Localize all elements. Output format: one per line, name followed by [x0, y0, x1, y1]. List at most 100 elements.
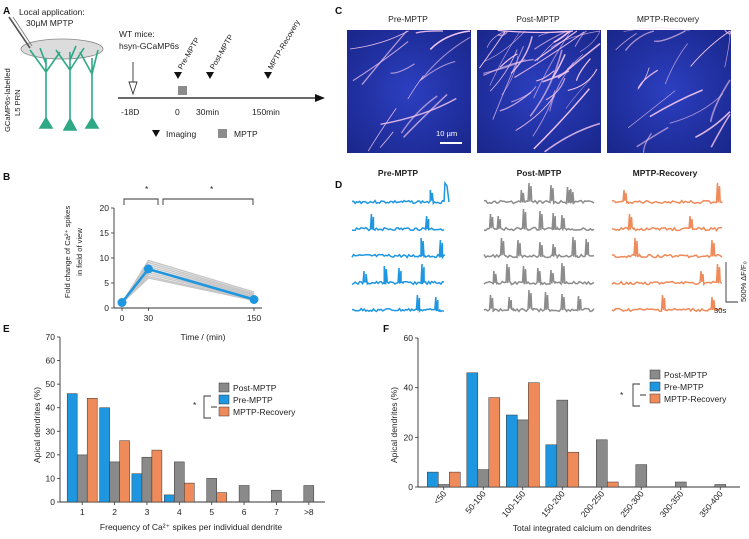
e-legend-bracket — [203, 395, 217, 419]
bar — [607, 481, 619, 488]
bar — [271, 489, 282, 503]
panel-c-label: C — [335, 6, 342, 17]
b-sig-2: * — [210, 184, 214, 194]
bar — [303, 485, 315, 503]
trace-recovery — [611, 182, 723, 205]
legend-label: MPTP-Recovery — [664, 394, 727, 404]
bar — [109, 461, 120, 503]
b-ytick-label: 0 — [104, 303, 109, 313]
dendrite-fiber — [400, 95, 438, 134]
e-chart: 0 10 20 30 40 50 60 70 1 2 3 4 5 6 7 >8 — [46, 332, 325, 517]
b-xtick-label: 150 — [247, 313, 261, 323]
bar-ytick-label: 0 — [408, 482, 413, 492]
micrograph-post — [477, 30, 601, 153]
dendrite-fiber — [536, 70, 555, 82]
trace-post — [483, 236, 594, 260]
trace-recovery — [611, 294, 723, 313]
side-label-line2: L5 PRN — [13, 89, 22, 116]
bar-ytick-label: 60 — [404, 333, 414, 343]
dendrite-fiber — [533, 30, 572, 99]
legend-mptp-icon — [218, 129, 227, 138]
dendrite-fiber — [545, 78, 566, 101]
trace-recovery — [611, 263, 723, 286]
b-ytick-label: 15 — [100, 228, 110, 238]
bar-xtick-label: 5 — [209, 507, 214, 517]
dendrite-fiber — [664, 43, 689, 85]
legend-label: Pre-MPTP — [664, 382, 704, 392]
panel-d-label: D — [335, 180, 342, 191]
dendrite-fiber — [483, 58, 526, 74]
b-sig-bracket-2 — [162, 198, 254, 205]
bar-xtick-label: 50-100 — [463, 489, 488, 516]
bar — [119, 440, 130, 503]
d-title-recovery: MPTP-Recovery — [633, 168, 698, 178]
bar — [184, 482, 195, 503]
dendrite-fiber — [636, 126, 669, 148]
bar-ytick-label: 50 — [46, 379, 56, 389]
bar — [174, 461, 185, 503]
dendrite-fiber — [615, 33, 637, 51]
dendrite-fiber — [529, 49, 563, 117]
d-scale-y: 500% ΔF/F₀ — [739, 261, 748, 302]
dendrite-fiber — [534, 30, 568, 50]
dendrite-fiber — [380, 97, 457, 125]
b-xlabel: Time / (min) — [180, 332, 225, 342]
bar-ytick-label: 40 — [404, 383, 414, 393]
local-application-line2: 30µM MPTP — [26, 18, 74, 28]
dendrite-fiber — [624, 30, 655, 52]
dendrite-fiber — [653, 30, 686, 42]
dendrite-fiber — [361, 30, 408, 86]
bar — [449, 471, 461, 488]
bar-xtick-label: 6 — [242, 507, 247, 517]
bar — [141, 456, 153, 503]
b-xtick-label: 30 — [144, 313, 154, 323]
b-ylabel-line1: Fold change of Ca²⁺ spikes — [63, 206, 72, 298]
bar-ytick-label: 20 — [46, 450, 56, 460]
timeline-arrow-head — [315, 94, 325, 102]
dendrite-fiber — [403, 93, 448, 138]
legend-swatch — [218, 382, 230, 393]
bar — [506, 414, 518, 488]
panel-c: C Pre-MPTP Post-MPTP MPTP-Recovery 10 µm — [335, 6, 732, 153]
dendrite-fiber — [483, 30, 526, 62]
panel-a: A Local application: 30µM MPTP GCaMP6s-l… — [3, 6, 325, 139]
dendrite-fiber — [627, 90, 676, 129]
f-sig: * — [620, 390, 624, 400]
tick-0: 0 — [175, 107, 180, 117]
bar — [714, 484, 727, 488]
b-mean-point — [117, 298, 127, 307]
dendrite-fiber — [510, 36, 533, 74]
dendrite-fiber — [710, 114, 731, 148]
bar — [66, 393, 78, 503]
tick-minus18d: -18D — [121, 107, 139, 117]
dendrite-fiber — [489, 30, 521, 86]
legend-label: Pre-MPTP — [233, 395, 273, 405]
legend-swatch — [649, 369, 661, 380]
e-sig: * — [193, 400, 197, 410]
c-title-recovery: MPTP-Recovery — [637, 14, 700, 24]
trace-pre — [351, 180, 450, 206]
b-mean-point — [143, 264, 153, 274]
b-chart: 0 5 10 15 20 0 30 150 — [100, 203, 262, 323]
trace-pre — [351, 294, 445, 313]
trace-pre — [352, 213, 445, 232]
bar-xtick-label: 350-400 — [697, 489, 725, 520]
bar-xtick-label: 150-200 — [539, 489, 567, 520]
b-ytick-label: 5 — [104, 278, 109, 288]
trace-pre — [351, 263, 445, 286]
dendrite-fiber — [415, 30, 444, 34]
legend-label: Post-MPTP — [664, 370, 708, 380]
dendrite-fiber — [695, 111, 731, 139]
dendrite-fiber — [514, 31, 585, 78]
dendrite-fiber — [709, 79, 731, 123]
event-pre: Pre-MPTP — [176, 36, 202, 71]
bar-xtick-label: 300-350 — [658, 489, 686, 520]
dendrite-fiber — [421, 36, 471, 80]
bar — [517, 419, 529, 488]
legend-mptp-label: MPTP — [234, 129, 258, 139]
d-title-post: Post-MPTP — [517, 168, 562, 178]
b-sig-bracket-1 — [123, 198, 159, 205]
bar-xtick-label: 1 — [80, 507, 85, 517]
b-xtick-label: 0 — [120, 313, 125, 323]
